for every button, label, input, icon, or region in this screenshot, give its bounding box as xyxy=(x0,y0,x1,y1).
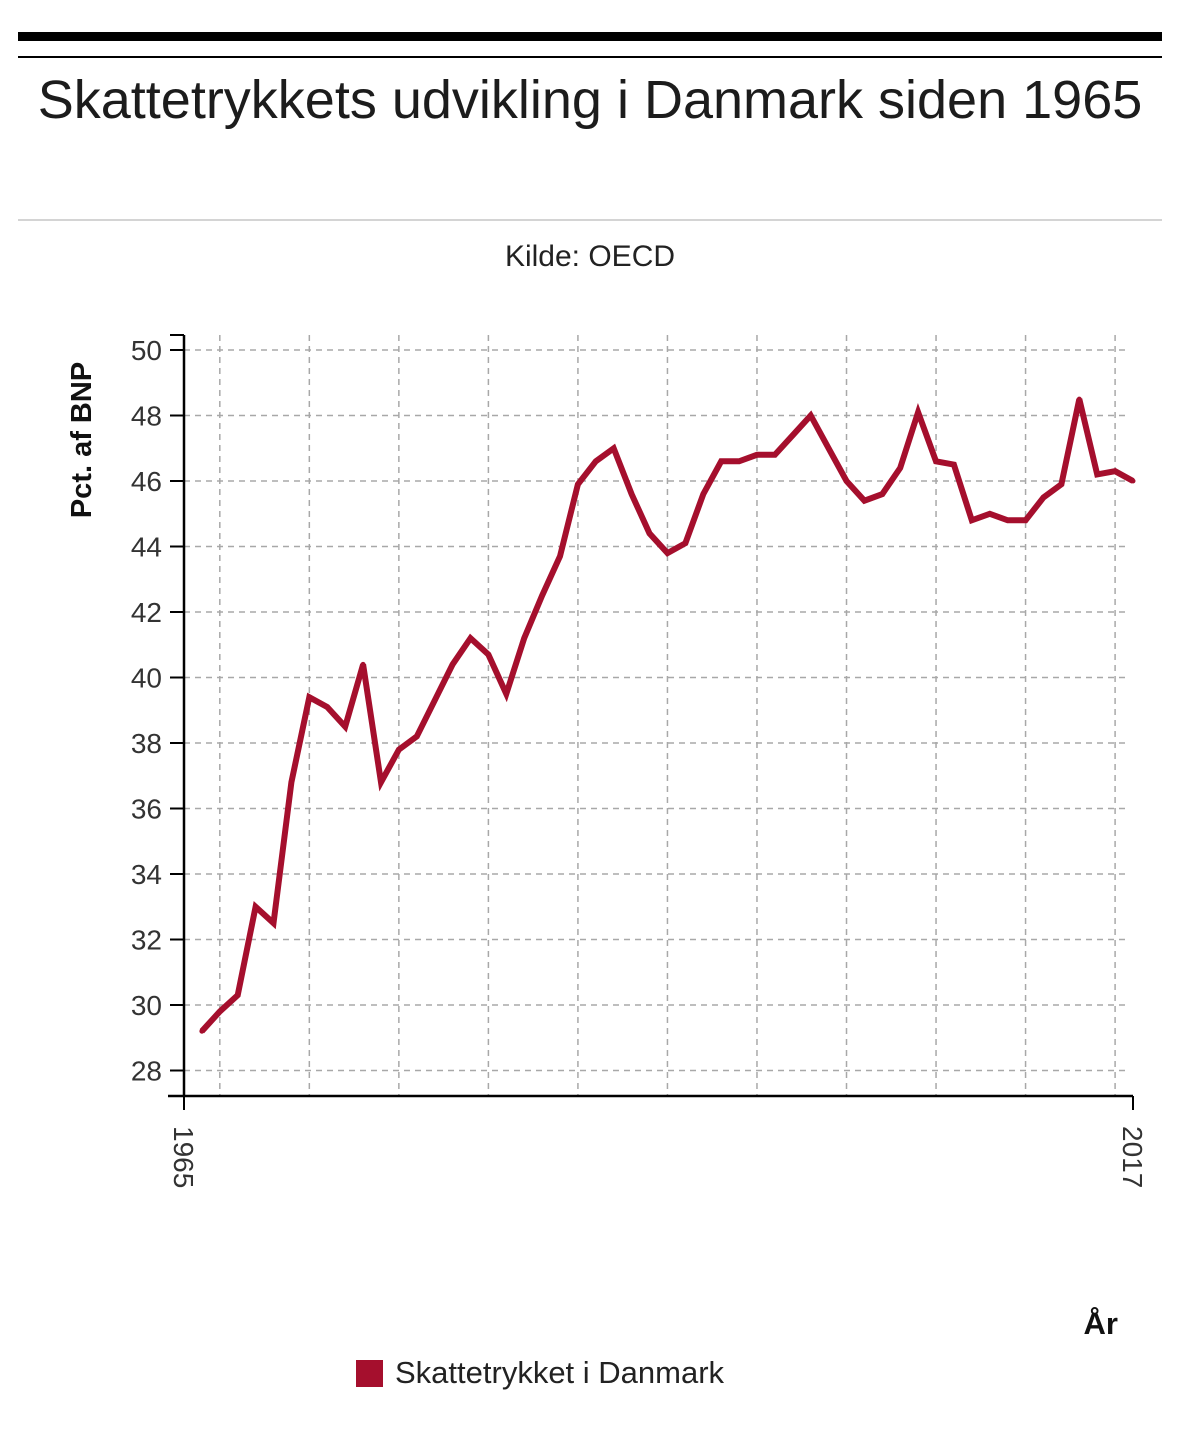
x-tick-label: 2017 xyxy=(1117,1126,1148,1188)
title-divider xyxy=(18,219,1162,221)
y-tick-label: 46 xyxy=(131,466,162,497)
data-point xyxy=(915,409,921,415)
data-point xyxy=(987,511,993,517)
y-tick-label: 40 xyxy=(131,663,162,694)
data-point xyxy=(485,652,491,658)
y-tick-label: 34 xyxy=(131,859,162,890)
chart-source: Kilde: OECD xyxy=(504,240,676,273)
data-point xyxy=(1023,517,1029,523)
data-point xyxy=(503,691,509,697)
data-point xyxy=(951,462,957,468)
legend[interactable]: Skattetrykket i Danmark xyxy=(356,1355,724,1391)
data-point xyxy=(808,413,814,418)
data-point xyxy=(718,458,724,464)
data-point xyxy=(593,458,599,464)
y-tick-label: 48 xyxy=(131,401,162,432)
data-point xyxy=(217,1009,223,1015)
axes xyxy=(168,334,1134,1110)
y-tick-label: 42 xyxy=(131,597,162,628)
data-point xyxy=(378,779,384,785)
data-point xyxy=(826,445,832,451)
chart-title: Skattetrykkets udvikling i Danmark siden… xyxy=(37,70,1143,130)
data-point xyxy=(969,517,975,523)
legend-label: Skattetrykket i Danmark xyxy=(395,1355,725,1390)
data-point xyxy=(1058,481,1064,487)
data-point xyxy=(861,498,867,504)
data-point xyxy=(772,452,778,458)
y-tick-label: 44 xyxy=(131,532,162,563)
data-point xyxy=(360,661,366,667)
data-point xyxy=(1130,478,1136,484)
data-point xyxy=(342,724,348,730)
data-point xyxy=(539,593,545,599)
y-axis-title: Pct. af BNP xyxy=(66,362,98,518)
data-point xyxy=(521,635,527,641)
data-point xyxy=(235,992,241,998)
data-point xyxy=(897,465,903,471)
data-point xyxy=(879,491,885,497)
data-point xyxy=(575,481,581,487)
y-tick-label: 30 xyxy=(131,990,162,1021)
axis-labels: 28 30 32 34 36 38 40 42 44 46 48 50 1965 2017 Pct. af … xyxy=(66,335,1148,1340)
data-point xyxy=(324,704,330,710)
x-axis-title: År xyxy=(1084,1306,1118,1340)
data-point xyxy=(467,635,473,641)
top-rule-thin xyxy=(18,56,1162,58)
data-point xyxy=(396,747,402,753)
y-tick-label: 38 xyxy=(131,728,162,759)
y-tick-label: 28 xyxy=(131,1056,162,1087)
data-point xyxy=(933,458,939,464)
y-tick-label: 36 xyxy=(131,794,162,825)
data-point xyxy=(306,694,312,700)
data-point xyxy=(199,1028,205,1034)
data-point xyxy=(1040,494,1046,500)
grid xyxy=(184,335,1127,1096)
data-point xyxy=(1076,396,1082,402)
data-point xyxy=(736,458,742,464)
data-point xyxy=(1112,468,1118,474)
y-tick-label: 50 xyxy=(131,335,162,366)
data-point xyxy=(754,452,760,458)
data-point xyxy=(664,550,670,556)
data-point xyxy=(253,904,259,910)
line-chart: 28 30 32 34 36 38 40 42 44 46 48 50 1965 2017 Pct. af … xyxy=(66,334,1148,1340)
data-point xyxy=(700,491,706,497)
legend-swatch xyxy=(356,1359,383,1387)
data-point xyxy=(288,779,294,785)
data-point xyxy=(844,478,850,484)
data-point xyxy=(450,661,456,667)
data-point xyxy=(1094,471,1100,477)
data-point xyxy=(647,530,653,536)
data-point xyxy=(611,445,617,451)
y-tick-label: 32 xyxy=(131,925,162,956)
data-point xyxy=(414,733,420,739)
top-rule-thick xyxy=(18,32,1162,41)
series-layer xyxy=(199,396,1136,1034)
data-point xyxy=(1005,517,1011,523)
data-point xyxy=(629,491,635,497)
data-point xyxy=(271,920,277,926)
data-point xyxy=(790,432,796,438)
data-point xyxy=(557,553,563,559)
data-point xyxy=(682,540,688,546)
x-tick-label: 1965 xyxy=(168,1126,199,1188)
data-point xyxy=(432,697,438,703)
